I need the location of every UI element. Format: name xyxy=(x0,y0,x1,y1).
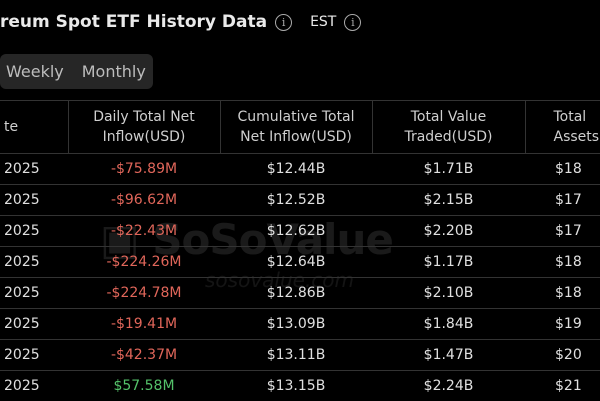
value-traded-cell: $1.47B xyxy=(372,340,525,371)
date-cell: 2025 xyxy=(0,154,68,185)
total-assets-cell: $19 xyxy=(525,309,600,340)
col-header-cumulative[interactable]: Cumulative Total Net Inflow(USD) xyxy=(220,101,372,154)
cumulative-cell: $12.62B xyxy=(220,216,372,247)
date-cell: 2025 xyxy=(0,340,68,371)
date-cell: 2025 xyxy=(0,309,68,340)
daily-inflow-cell: -$42.37M xyxy=(68,340,220,371)
total-assets-cell: $18 xyxy=(525,278,600,309)
table-row: 2025$57.58M$13.15B$2.24B$21 xyxy=(0,371,600,401)
cumulative-cell: $13.11B xyxy=(220,340,372,371)
daily-inflow-cell: -$22.43M xyxy=(68,216,220,247)
value-traded-cell: $1.71B xyxy=(372,154,525,185)
timezone-info-icon[interactable]: i xyxy=(344,14,361,31)
table-row: 2025-$96.62M$12.52B$2.15B$17 xyxy=(0,185,600,216)
col-header-date[interactable]: te xyxy=(0,101,68,154)
cumulative-cell: $13.09B xyxy=(220,309,372,340)
total-assets-cell: $18 xyxy=(525,247,600,278)
cumulative-cell: $12.44B xyxy=(220,154,372,185)
col-header-value-traded[interactable]: Total Value Traded(USD) xyxy=(372,101,525,154)
date-cell: 2025 xyxy=(0,371,68,401)
total-assets-cell: $18 xyxy=(525,154,600,185)
daily-inflow-cell: -$96.62M xyxy=(68,185,220,216)
period-tabs: Weekly Monthly xyxy=(0,54,153,89)
value-traded-cell: $1.84B xyxy=(372,309,525,340)
cumulative-cell: $12.52B xyxy=(220,185,372,216)
cumulative-cell: $12.64B xyxy=(220,247,372,278)
total-assets-cell: $17 xyxy=(525,216,600,247)
etf-history-table: te Daily Total Net Inflow(USD) Cumulativ… xyxy=(0,100,600,401)
table-row: 2025-$75.89M$12.44B$1.71B$18 xyxy=(0,154,600,185)
date-cell: 2025 xyxy=(0,185,68,216)
col-header-total-assets-text: Total Assets xyxy=(554,107,599,147)
value-traded-cell: $2.24B xyxy=(372,371,525,401)
timezone-label: EST xyxy=(310,14,336,30)
table-header-row: te Daily Total Net Inflow(USD) Cumulativ… xyxy=(0,101,600,154)
tab-monthly[interactable]: Monthly xyxy=(82,62,146,81)
cumulative-cell: $13.15B xyxy=(220,371,372,401)
col-header-daily-inflow[interactable]: Daily Total Net Inflow(USD) xyxy=(68,101,220,154)
date-cell: 2025 xyxy=(0,247,68,278)
col-header-daily-inflow-text: Daily Total Net Inflow(USD) xyxy=(89,107,199,147)
col-header-total-assets[interactable]: Total Assets xyxy=(525,101,600,154)
info-icon[interactable]: i xyxy=(275,14,292,31)
date-cell: 2025 xyxy=(0,216,68,247)
col-header-value-traded-text: Total Value Traded(USD) xyxy=(394,107,504,147)
daily-inflow-cell: -$75.89M xyxy=(68,154,220,185)
page-title: reum Spot ETF History Data i EST i xyxy=(0,12,361,32)
table-row: 2025-$19.41M$13.09B$1.84B$19 xyxy=(0,309,600,340)
cumulative-cell: $12.86B xyxy=(220,278,372,309)
value-traded-cell: $1.17B xyxy=(372,247,525,278)
total-assets-cell: $21 xyxy=(525,371,600,401)
col-header-cumulative-text: Cumulative Total Net Inflow(USD) xyxy=(231,107,361,147)
daily-inflow-cell: $57.58M xyxy=(68,371,220,401)
daily-inflow-cell: -$224.26M xyxy=(68,247,220,278)
table-row: 2025-$42.37M$13.11B$1.47B$20 xyxy=(0,340,600,371)
total-assets-cell: $20 xyxy=(525,340,600,371)
tab-weekly[interactable]: Weekly xyxy=(6,62,64,81)
total-assets-cell: $17 xyxy=(525,185,600,216)
table-row: 2025-$22.43M$12.62B$2.20B$17 xyxy=(0,216,600,247)
table-row: 2025-$224.78M$12.86B$2.10B$18 xyxy=(0,278,600,309)
daily-inflow-cell: -$19.41M xyxy=(68,309,220,340)
daily-inflow-cell: -$224.78M xyxy=(68,278,220,309)
value-traded-cell: $2.10B xyxy=(372,278,525,309)
page-title-text: reum Spot ETF History Data xyxy=(0,12,267,32)
value-traded-cell: $2.20B xyxy=(372,216,525,247)
table-row: 2025-$224.26M$12.64B$1.17B$18 xyxy=(0,247,600,278)
date-cell: 2025 xyxy=(0,278,68,309)
value-traded-cell: $2.15B xyxy=(372,185,525,216)
